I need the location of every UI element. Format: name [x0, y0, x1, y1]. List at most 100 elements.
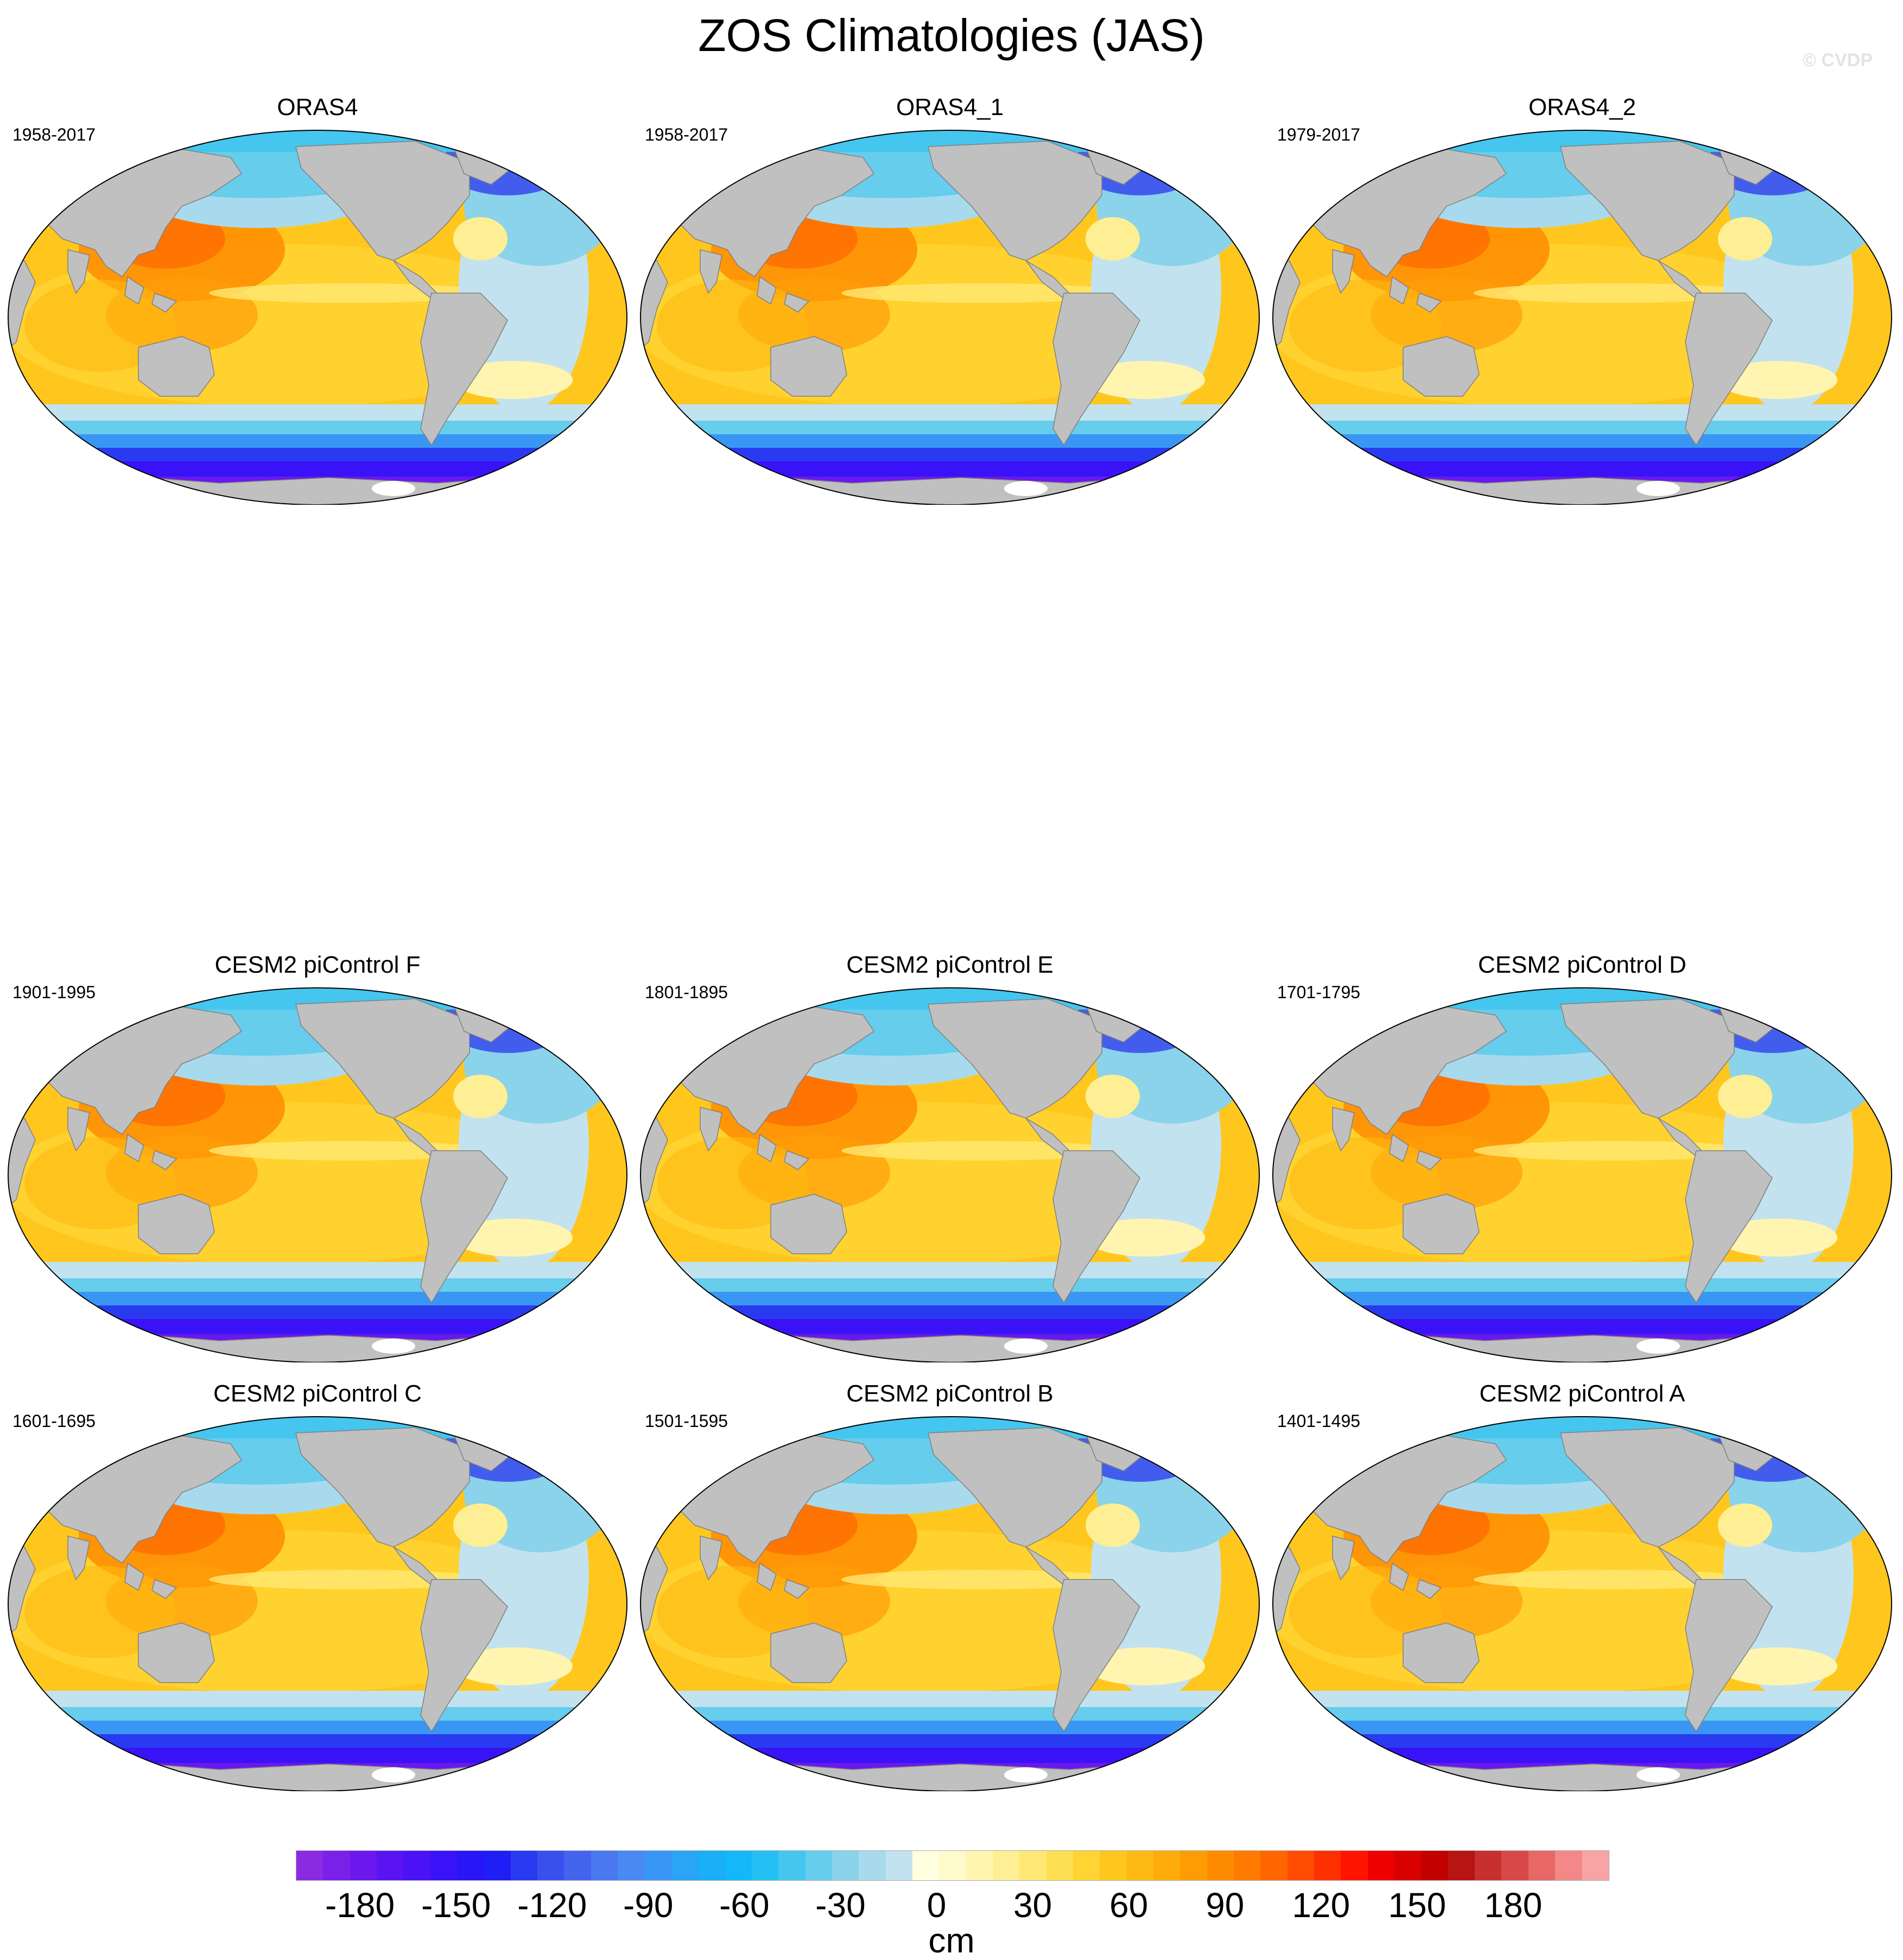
panel-period: 1701-1795 — [1277, 982, 1361, 1002]
colorbar-cell — [1073, 1851, 1100, 1880]
colorbar-tick-label: 120 — [1292, 1886, 1350, 1925]
panel-title: CESM2 piControl E — [846, 952, 1054, 978]
panel-title: CESM2 piControl A — [1479, 1380, 1685, 1407]
panel-period: 1601-1695 — [12, 1411, 96, 1431]
colorbar-cell — [1153, 1851, 1181, 1880]
colorbar-cell — [618, 1851, 645, 1880]
colorbar-cell — [1180, 1851, 1207, 1880]
robinson-map — [640, 987, 1260, 1362]
robinson-map — [1272, 1416, 1892, 1791]
colorbar-tick-label: -150 — [421, 1886, 491, 1925]
colorbar-cell — [1582, 1851, 1609, 1880]
robinson-map — [1272, 130, 1892, 505]
colorbar-cell — [591, 1851, 618, 1880]
panel-title: ORAS4_2 — [1528, 94, 1636, 120]
colorbar-cell — [1287, 1851, 1315, 1880]
panel-period: 1958-2017 — [645, 125, 728, 144]
robinson-map — [1272, 987, 1892, 1362]
colorbar-cell — [1314, 1851, 1341, 1880]
colorbar-cell — [644, 1851, 671, 1880]
map-panel-oras4-2: ORAS4_2 1979-2017 — [1267, 92, 1897, 505]
panel-period: 1901-1995 — [12, 982, 96, 1002]
colorbar-cell — [805, 1851, 832, 1880]
colorbar-tick-label: -60 — [719, 1886, 770, 1925]
colorbar-cell — [778, 1851, 805, 1880]
colorbar-cell — [457, 1851, 484, 1880]
map-panel-cesm2-a: CESM2 piControl A 1401-1495 — [1267, 1379, 1897, 1791]
panel-title: CESM2 piControl F — [214, 952, 421, 978]
colorbar-cell — [1046, 1851, 1073, 1880]
colorbar-cell — [564, 1851, 591, 1880]
colorbar-cell — [537, 1851, 564, 1880]
robinson-map — [640, 130, 1260, 505]
colorbar-tick-label: 150 — [1388, 1886, 1447, 1925]
panel-period: 1958-2017 — [12, 125, 96, 144]
colorbar-tick-label: 60 — [1109, 1886, 1149, 1925]
colorbar-tick-label: -90 — [623, 1886, 674, 1925]
map-panel-oras4: ORAS4 1958-2017 — [3, 92, 632, 505]
panel-period: 1801-1895 — [645, 982, 728, 1002]
colorbar-cell — [885, 1851, 912, 1880]
colorbar-cell — [350, 1851, 377, 1880]
colorbar-cell — [832, 1851, 859, 1880]
colorbar-cell — [1367, 1851, 1395, 1880]
colorbar-tick-label: 90 — [1206, 1886, 1245, 1925]
colorbar-cell — [1394, 1851, 1422, 1880]
robinson-map — [8, 987, 627, 1362]
colorbar-cell — [912, 1851, 940, 1880]
colorbar-cell — [1019, 1851, 1046, 1880]
colorbar-cell — [1501, 1851, 1528, 1880]
colorbar-cell — [1475, 1851, 1502, 1880]
colorbar-cell — [1341, 1851, 1368, 1880]
colorbar-cell — [966, 1851, 993, 1880]
colorbar-cell — [1100, 1851, 1127, 1880]
colorbar-cell — [1528, 1851, 1556, 1880]
colorbar-cell — [698, 1851, 725, 1880]
colorbar-cell — [1421, 1851, 1448, 1880]
colorbar-tick-label: 30 — [1013, 1886, 1052, 1925]
robinson-map — [8, 1416, 627, 1791]
colorbar-cell — [296, 1851, 323, 1880]
colorbar-cell — [377, 1851, 404, 1880]
map-panel-cesm2-c: CESM2 piControl C 1601-1695 — [3, 1379, 632, 1791]
figure-title: ZOS Climatologies (JAS) — [698, 10, 1205, 61]
colorbar-cell — [403, 1851, 430, 1880]
colorbar-tick-label: -180 — [325, 1886, 395, 1925]
colorbar-tick-label: -30 — [815, 1886, 866, 1925]
panel-period: 1979-2017 — [1277, 125, 1361, 144]
colorbar — [296, 1850, 1609, 1881]
colorbar-cell — [992, 1851, 1020, 1880]
colorbar-cell — [484, 1851, 511, 1880]
cvdp-watermark: © CVDP — [1803, 50, 1873, 71]
map-panel-cesm2-d: CESM2 piControl D 1701-1795 — [1267, 950, 1897, 1362]
colorbar-cell — [510, 1851, 538, 1880]
panel-title: ORAS4_1 — [896, 94, 1004, 120]
colorbar-tick-label: -120 — [517, 1886, 587, 1925]
colorbar-units: cm — [928, 1921, 975, 1960]
colorbar-cell — [751, 1851, 779, 1880]
panel-title: ORAS4 — [277, 94, 358, 120]
map-panel-cesm2-f: CESM2 piControl F 1901-1995 — [3, 950, 632, 1362]
colorbar-cell — [1207, 1851, 1234, 1880]
robinson-map — [640, 1416, 1260, 1791]
panel-title: CESM2 piControl C — [213, 1380, 422, 1407]
panel-title: CESM2 piControl B — [846, 1380, 1054, 1407]
colorbar-cell — [430, 1851, 458, 1880]
map-panel-cesm2-b: CESM2 piControl B 1501-1595 — [635, 1379, 1265, 1791]
panel-title: CESM2 piControl D — [1478, 952, 1686, 978]
panel-period: 1401-1495 — [1277, 1411, 1361, 1431]
colorbar-cell — [1448, 1851, 1475, 1880]
robinson-map — [8, 130, 627, 505]
colorbar-cell — [671, 1851, 699, 1880]
colorbar-cell — [939, 1851, 966, 1880]
colorbar-cell — [1555, 1851, 1582, 1880]
colorbar-cell — [1260, 1851, 1287, 1880]
colorbar-cell — [859, 1851, 886, 1880]
map-panel-cesm2-e: CESM2 piControl E 1801-1895 — [635, 950, 1265, 1362]
panel-period: 1501-1595 — [645, 1411, 728, 1431]
colorbar-cell — [1126, 1851, 1153, 1880]
colorbar-cell — [323, 1851, 350, 1880]
colorbar-tick-label: 180 — [1484, 1886, 1543, 1925]
map-panel-oras4-1: ORAS4_1 1958-2017 — [635, 92, 1265, 505]
colorbar-cell — [1234, 1851, 1261, 1880]
